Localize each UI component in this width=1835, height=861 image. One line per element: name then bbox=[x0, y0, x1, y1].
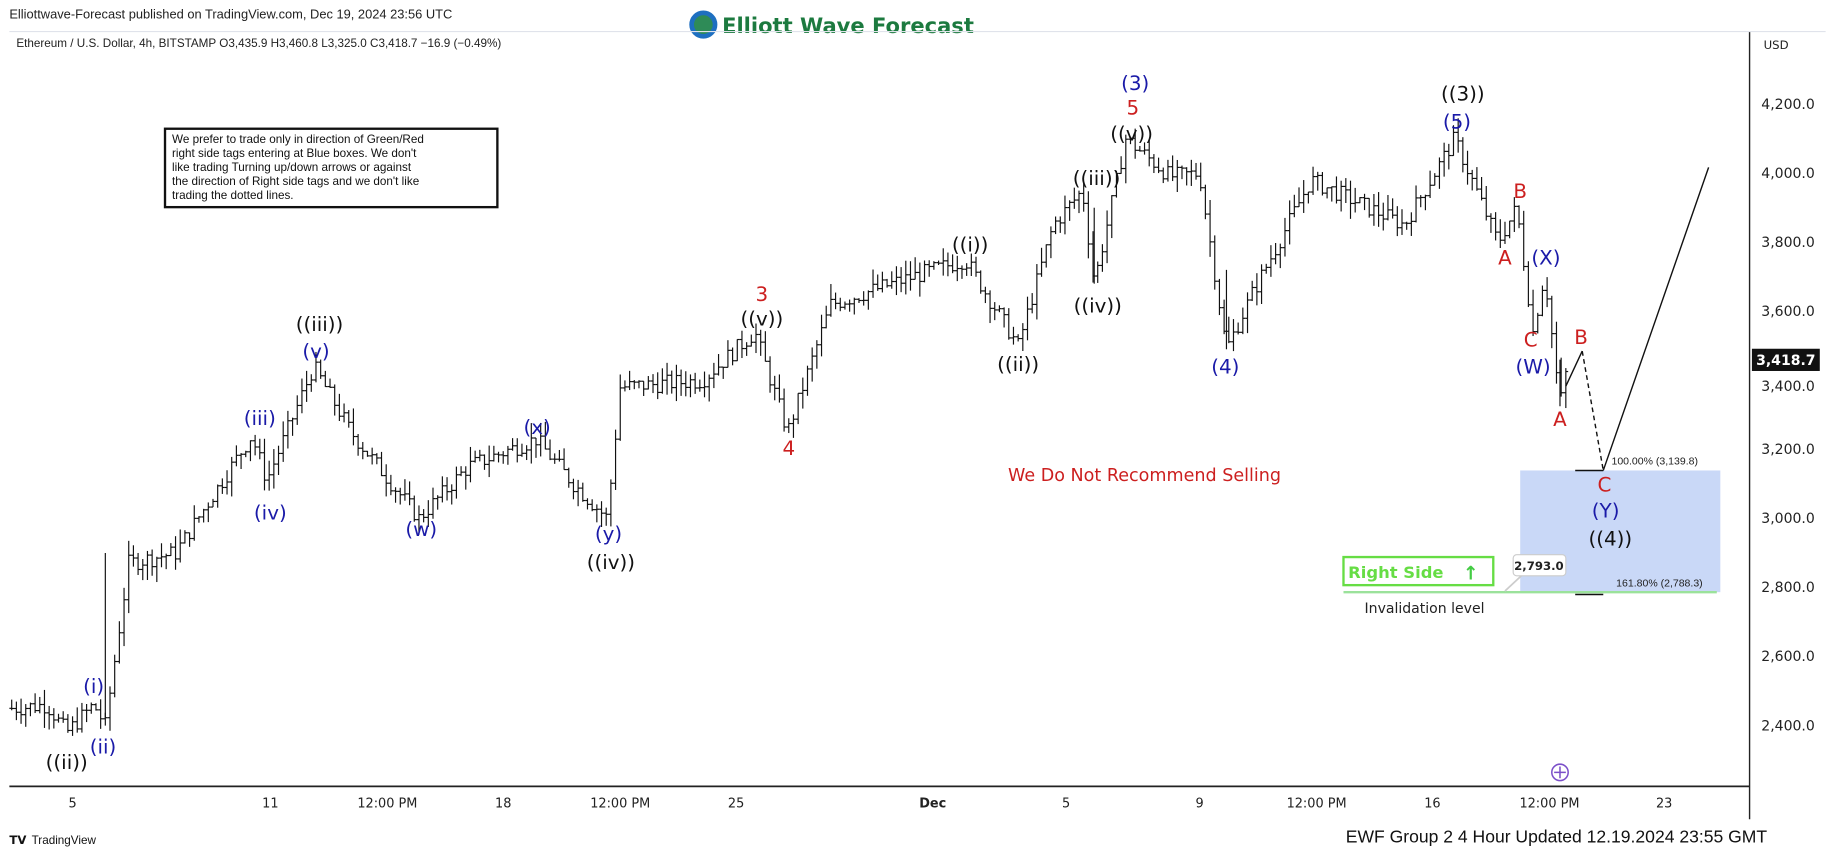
current-price-tag: 3,418.7 bbox=[1751, 348, 1820, 371]
invalidation-value: 2,793.0 bbox=[1514, 559, 1564, 573]
price-tick-label: 2,400.0 bbox=[1761, 718, 1815, 734]
time-tick-label: 12:00 PM bbox=[1519, 796, 1579, 811]
time-tick-label: 23 bbox=[1656, 796, 1672, 811]
wave-label: (iii) bbox=[244, 407, 276, 430]
price-tick-label: 2,600.0 bbox=[1761, 649, 1815, 665]
wave-label: (w) bbox=[405, 518, 437, 541]
price-bars bbox=[9, 118, 1569, 736]
note-line-3: like trading Turning up/down arrows or a… bbox=[172, 161, 412, 174]
fib-100-label: 100.00% (3,139.8) bbox=[1611, 456, 1698, 468]
fib-161-label: 161.80% (2,788.3) bbox=[1616, 577, 1703, 589]
crosshair-icon[interactable] bbox=[1551, 763, 1569, 782]
wave-label: ((iv)) bbox=[1074, 294, 1122, 317]
wave-label: (X) bbox=[1531, 246, 1560, 269]
wave-label: (3) bbox=[1121, 72, 1149, 95]
price-tick-label: 3,000.0 bbox=[1761, 511, 1815, 527]
time-tick-label: 5 bbox=[68, 796, 76, 811]
wave-label: ((v)) bbox=[740, 307, 783, 330]
time-tick-label: Dec bbox=[919, 796, 946, 811]
current-price: 3,418.7 bbox=[1756, 353, 1815, 369]
wave-label: C bbox=[1598, 474, 1612, 497]
wave-label: (x) bbox=[524, 416, 551, 439]
wave-label: ((ii)) bbox=[46, 751, 88, 774]
time-tick-label: 16 bbox=[1424, 796, 1440, 811]
note-line-5: trading the dotted lines. bbox=[172, 189, 294, 202]
time-tick-label: 5 bbox=[1062, 796, 1070, 811]
wave-label: B bbox=[1574, 326, 1588, 349]
price-tick-label: 4,000.0 bbox=[1761, 166, 1815, 182]
price-tick-label: 4,200.0 bbox=[1761, 97, 1815, 113]
wave-label: 3 bbox=[756, 283, 769, 306]
wave-label: 4 bbox=[782, 437, 795, 460]
tradingview-label: TradingView bbox=[32, 834, 97, 847]
wave-label: (iv) bbox=[254, 502, 287, 525]
published-line: Elliottwave-Forecast published on Tradin… bbox=[9, 7, 452, 22]
wave-label: ((i)) bbox=[952, 234, 989, 257]
note-line-4: the direction of Right side tags and we … bbox=[172, 175, 419, 188]
update-note: EWF Group 2 4 Hour Updated 12.19.2024 23… bbox=[1346, 827, 1768, 847]
note-line-2: right side tags entering at Blue boxes. … bbox=[172, 147, 417, 160]
wave-label: ((3)) bbox=[1441, 83, 1485, 106]
time-tick-label: 25 bbox=[728, 796, 744, 811]
wave-label: (Y) bbox=[1592, 499, 1620, 522]
price-tick-label: 2,800.0 bbox=[1761, 580, 1815, 596]
projection-line-up bbox=[1602, 167, 1710, 471]
wave-label: (v) bbox=[302, 340, 329, 363]
ewf-logo: Elliott Wave Forecast bbox=[689, 10, 974, 39]
wave-label: C bbox=[1524, 328, 1538, 351]
tradingview-logo-icon: TV bbox=[9, 833, 26, 847]
time-tick-label: 11 bbox=[262, 796, 278, 811]
price-axis[interactable]: 4,200.0 4,000.0 3,800.0 3,600.0 3,400.0 3,200… bbox=[1761, 97, 1815, 734]
logo-text: Elliott Wave Forecast bbox=[722, 13, 974, 38]
projection-line-b bbox=[1565, 350, 1583, 387]
time-tick-label: 18 bbox=[495, 796, 511, 811]
note-box: We prefer to trade only in direction of … bbox=[163, 127, 499, 209]
arrow-up-icon: ↑ bbox=[1463, 563, 1479, 584]
time-tick-label: 12:00 PM bbox=[357, 796, 417, 811]
right-side-tag: Right Side ↑ bbox=[1342, 555, 1495, 587]
price-tick-label: 3,800.0 bbox=[1761, 235, 1815, 251]
wave-label: (5) bbox=[1443, 111, 1471, 134]
wave-label: ((v)) bbox=[1110, 122, 1153, 145]
warning-text: We Do Not Recommend Selling bbox=[1008, 466, 1281, 486]
projection-dotted-c bbox=[1581, 350, 1604, 471]
price-tick-label: 3,600.0 bbox=[1761, 304, 1815, 320]
time-tick-label: 12:00 PM bbox=[590, 796, 650, 811]
right-side-label: Right Side bbox=[1348, 563, 1443, 582]
wave-label: A bbox=[1498, 246, 1512, 269]
wave-label: (i) bbox=[83, 675, 104, 698]
wave-label: ((iii)) bbox=[1073, 167, 1121, 190]
price-tick-label: 3,200.0 bbox=[1761, 442, 1815, 458]
wave-label: (W) bbox=[1515, 355, 1550, 378]
wave-label: (4) bbox=[1211, 355, 1239, 378]
currency-label: USD bbox=[1764, 38, 1789, 52]
logo-icon bbox=[689, 10, 718, 39]
tradingview-brand[interactable]: TV TradingView bbox=[9, 833, 96, 847]
time-axis[interactable]: 5 11 12:00 PM 18 12:00 PM 25 Dec 5 9 12:00 PM 16 12… bbox=[68, 796, 1672, 811]
time-tick-label: 9 bbox=[1195, 796, 1203, 811]
invalidation-label: Invalidation level bbox=[1365, 601, 1485, 617]
symbol-ohlc-line: Ethereum / U.S. Dollar, 4h, BITSTAMP O3,… bbox=[16, 37, 501, 50]
wave-label: ((iv)) bbox=[587, 551, 635, 574]
wave-label: A bbox=[1553, 408, 1567, 431]
wave-label: ((iii)) bbox=[296, 313, 344, 336]
note-line-1: We prefer to trade only in direction of … bbox=[172, 133, 424, 146]
wave-label: ((ii)) bbox=[997, 353, 1039, 376]
invalidation-price-callout: 2,793.0 bbox=[1504, 554, 1567, 592]
wave-label: (y) bbox=[595, 523, 622, 546]
price-tick-label: 3,400.0 bbox=[1761, 379, 1815, 395]
wave-labels: ((ii))(ii)(i)(iii)(iv)((iii))(v)(w)(x)(y… bbox=[46, 72, 1632, 774]
wave-label: B bbox=[1513, 180, 1527, 203]
wave-label: (ii) bbox=[90, 736, 117, 759]
wave-label: ((4)) bbox=[1588, 527, 1632, 550]
time-tick-label: 12:00 PM bbox=[1287, 796, 1347, 811]
wave-label: 5 bbox=[1127, 97, 1140, 120]
